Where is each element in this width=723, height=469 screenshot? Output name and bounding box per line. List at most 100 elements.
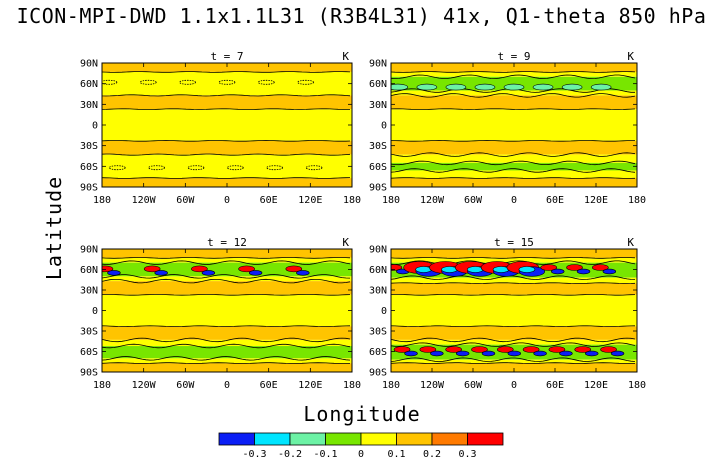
eddy-contour — [139, 79, 157, 85]
contour-line-4 — [391, 108, 636, 111]
band-8 — [102, 346, 352, 359]
eddy-negative — [481, 350, 496, 357]
eddy-negative — [602, 268, 617, 275]
y-tick-label: 90N — [369, 59, 387, 70]
x-tick-label: 120E — [298, 380, 322, 391]
contour-line-5 — [391, 139, 636, 142]
eddy-negative — [533, 350, 547, 357]
band-7 — [391, 339, 637, 345]
band-4 — [102, 140, 352, 155]
x-tick-label: 120W — [420, 380, 445, 391]
y-tick-label: 30S — [369, 141, 387, 152]
y-tick-label: 30N — [369, 100, 387, 111]
colorbar-swatch — [218, 432, 255, 446]
y-tick-label: 90S — [80, 183, 98, 194]
contour-line-1 — [102, 94, 351, 97]
band-6 — [102, 326, 352, 340]
x-tick-label: 0 — [511, 195, 517, 206]
colorbar-tick-label: -0.1 — [313, 449, 337, 460]
x-tick-label: 0 — [511, 380, 517, 391]
band-5 — [391, 109, 637, 141]
band-0 — [391, 249, 637, 258]
y-tick-label: 60N — [369, 79, 387, 90]
y-tick-label: 0 — [381, 121, 387, 132]
eddy-positive — [496, 346, 514, 353]
contour-line-6 — [102, 337, 351, 343]
eddy-negative — [404, 350, 418, 357]
colorbar: -0.3 -0.2 -0.1 0 0.1 0.2 0.3 — [218, 432, 504, 460]
contour-line-8 — [391, 357, 636, 362]
y-tick-label: 30N — [80, 286, 98, 297]
x-tick-label: 60W — [464, 195, 483, 206]
contour-line-2 — [102, 108, 350, 111]
eddy-positive — [522, 346, 540, 353]
x-tick-label: 180 — [628, 195, 646, 206]
eddy-negative — [610, 350, 625, 357]
panels-group: t = 7 K 90N 60N 30N 0 30S 60S 90S 180 120W 60W 0 60E 1… — [80, 50, 646, 391]
x-tick-label: 60W — [176, 380, 195, 391]
eddy-positive — [445, 346, 462, 353]
x-tick-label: 60W — [176, 195, 195, 206]
band-3 — [102, 276, 352, 282]
eddy-negative — [416, 83, 438, 91]
contour-line-5 — [102, 325, 351, 327]
eddy-negative — [445, 83, 467, 91]
panel-content — [102, 249, 352, 372]
eddy-positive — [548, 346, 566, 353]
chart-title: ICON-MPI-DWD 1.1x1.1L31 (R3B4L31) 41x, Q… — [16, 4, 707, 28]
band-6 — [391, 326, 637, 340]
colorbar-tick-label: -0.2 — [278, 449, 302, 460]
colorbar-tick-label: -0.3 — [242, 449, 266, 460]
contour-line-0 — [102, 257, 351, 259]
eddy-negative — [561, 83, 583, 91]
eddy-positive — [285, 265, 303, 273]
y-tick-label: 90N — [80, 59, 98, 70]
y-tick-label: 90S — [369, 368, 387, 379]
band-1 — [391, 71, 637, 77]
panel-units-label: K — [627, 50, 634, 63]
band-10 — [102, 363, 352, 372]
contour-line-9 — [391, 362, 636, 364]
panel-content — [102, 63, 352, 187]
colorbar-swatch — [289, 432, 326, 446]
x-tick-label: 0 — [224, 195, 230, 206]
contour-line-3 — [391, 93, 636, 98]
eddy-positive — [143, 265, 161, 273]
contour-line-3 — [102, 278, 351, 284]
panel-time-label: t = 9 — [497, 50, 530, 63]
x-tick-label: 60E — [546, 380, 564, 391]
x-tick-label: 0 — [224, 380, 230, 391]
eddy-negative — [430, 350, 444, 357]
x-tick-label: 120E — [298, 195, 322, 206]
contour-line-7 — [391, 342, 636, 347]
colorbar-swatch — [467, 432, 504, 446]
eddy-negative — [532, 83, 554, 91]
eddy-contour — [148, 165, 166, 171]
panel-units-label: K — [627, 236, 634, 249]
eddy-negative — [391, 83, 409, 91]
y-tick-label: 30N — [80, 100, 98, 111]
y-tick-label: 60N — [80, 79, 98, 90]
eddy-negative — [154, 270, 168, 276]
contour-line-5 — [102, 177, 351, 179]
eddy-negative — [576, 268, 591, 275]
eddy-negative — [503, 83, 525, 91]
eddy-contour — [305, 165, 323, 171]
eddy-negative — [585, 350, 599, 357]
x-tick-label: 60E — [546, 195, 564, 206]
x-tick-label: 180 — [628, 380, 646, 391]
y-tick-label: 60N — [80, 265, 98, 276]
colorbar-tick-label: 0 — [358, 449, 364, 460]
contour-line-4 — [391, 294, 636, 296]
panel-content — [391, 249, 637, 372]
colorbar-tick-label: 0.2 — [423, 449, 441, 460]
eddy-contour — [187, 165, 205, 171]
eddy-negative — [559, 350, 573, 357]
panel-time-label: t = 7 — [210, 50, 243, 63]
x-tick-label: 120W — [132, 195, 157, 206]
y-tick-label: 60S — [80, 347, 98, 358]
eddy-contour — [102, 79, 118, 85]
contour-line-6 — [391, 152, 636, 157]
